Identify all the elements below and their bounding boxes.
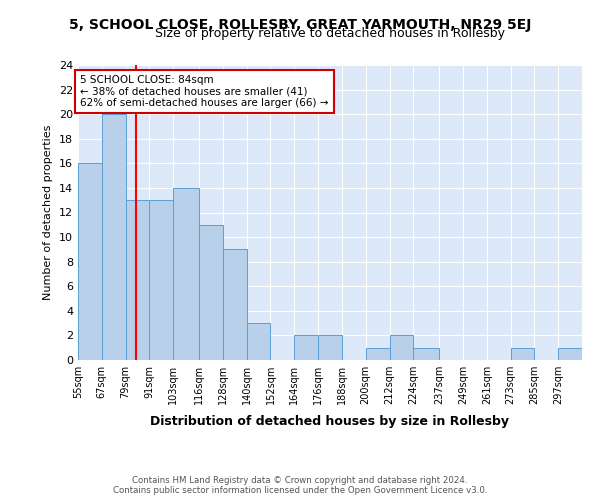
Title: Size of property relative to detached houses in Rollesby: Size of property relative to detached ho… (155, 27, 505, 40)
Bar (511, 348, 535, 360)
Bar (413, 348, 439, 360)
Bar (247, 323, 271, 360)
X-axis label: Distribution of detached houses by size in Rollesby: Distribution of detached houses by size … (151, 416, 509, 428)
Text: Contains HM Land Registry data © Crown copyright and database right 2024.
Contai: Contains HM Land Registry data © Crown c… (113, 476, 487, 495)
Bar (78, 164, 102, 360)
Bar (125, 200, 149, 360)
Bar (389, 336, 413, 360)
Bar (366, 348, 389, 360)
Bar (318, 336, 342, 360)
Bar (199, 225, 223, 360)
Bar (294, 336, 318, 360)
Bar (102, 114, 125, 360)
Text: 5 SCHOOL CLOSE: 84sqm
← 38% of detached houses are smaller (41)
62% of semi-deta: 5 SCHOOL CLOSE: 84sqm ← 38% of detached … (80, 75, 328, 108)
Text: 5, SCHOOL CLOSE, ROLLESBY, GREAT YARMOUTH, NR29 5EJ: 5, SCHOOL CLOSE, ROLLESBY, GREAT YARMOUT… (69, 18, 531, 32)
Bar (223, 250, 247, 360)
Bar (558, 348, 582, 360)
Bar (149, 200, 173, 360)
Y-axis label: Number of detached properties: Number of detached properties (43, 125, 53, 300)
Bar (173, 188, 199, 360)
